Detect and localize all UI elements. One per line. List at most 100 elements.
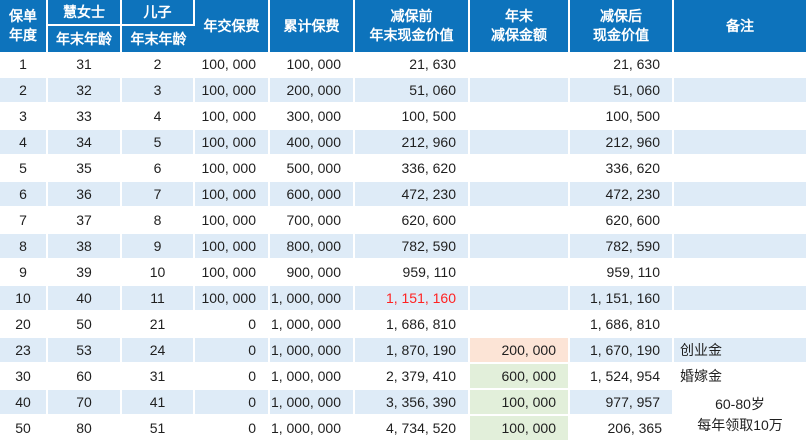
cell-cumulative-premium: 1, 000, 000	[270, 338, 355, 364]
cell-cv-after: 212, 960	[570, 130, 674, 156]
table-row: 30 60 31 0 1, 000, 000 2, 379, 410 600, 000 1, …	[0, 364, 806, 390]
header-person1-age: 年末年龄	[48, 26, 122, 52]
cell-policy-year: 5	[0, 156, 48, 182]
cell-policy-year: 30	[0, 364, 48, 390]
cell-annual-premium: 100, 000	[195, 182, 270, 208]
cell-note: 创业金	[674, 338, 806, 364]
table-header: 保单 年度 慧女士 儿子 年交保费 累计保费 减保前 年末现金价值 年末 减保金…	[0, 0, 806, 52]
cell-cv-before: 1, 151, 160	[355, 286, 470, 312]
header-annual-premium: 年交保费	[195, 0, 270, 52]
header-person2-age: 年末年龄	[122, 26, 195, 52]
cell-son-age: 6	[122, 156, 195, 182]
cell-cv-before: 21, 630	[355, 52, 470, 78]
cell-hui-age: 38	[48, 234, 122, 260]
cell-note	[674, 104, 806, 130]
cell-reduction-amount	[470, 182, 570, 208]
cell-cv-before: 959, 110	[355, 260, 470, 286]
cell-policy-year: 7	[0, 208, 48, 234]
cell-cumulative-premium: 1, 000, 000	[270, 364, 355, 390]
cell-cumulative-premium: 1, 000, 000	[270, 390, 355, 416]
cell-note	[674, 208, 806, 234]
table-row: 23 53 24 0 1, 000, 000 1, 870, 190 200, 000 1, …	[0, 338, 806, 364]
cell-cumulative-premium: 700, 000	[270, 208, 355, 234]
cell-cv-before: 212, 960	[355, 130, 470, 156]
cell-annual-premium: 0	[195, 416, 270, 442]
cell-annual-premium: 100, 000	[195, 286, 270, 312]
table-row: 40 70 41 0 1, 000, 000 3, 356, 390 100, 000 977…	[0, 390, 806, 442]
cell-son-age: 5	[122, 130, 195, 156]
cell-reduction-amount	[470, 130, 570, 156]
cell-policy-year: 8	[0, 234, 48, 260]
table-row: 8 38 9 100, 000 800, 000 782, 590 782, 590	[0, 234, 806, 260]
cell-son-age: 7	[122, 182, 195, 208]
cell-cumulative-premium: 200, 000	[270, 78, 355, 104]
cell-note	[674, 130, 806, 156]
cell-hui-age: 50	[48, 312, 122, 338]
header-cv-before: 减保前 年末现金价值	[355, 0, 470, 52]
cell-note	[674, 182, 806, 208]
cell-policy-year: 6	[0, 182, 48, 208]
cell-note: 婚嫁金	[674, 364, 806, 390]
cell-reduction-amount	[470, 234, 570, 260]
table-row: 4 34 5 100, 000 400, 000 212, 960 212, 960	[0, 130, 806, 156]
cell-policy-year: 40	[0, 390, 48, 416]
cell-note	[674, 234, 806, 260]
cell-hui-age: 60	[48, 364, 122, 390]
cell-cv-before: 620, 600	[355, 208, 470, 234]
cell-cv-before: 1, 870, 190	[355, 338, 470, 364]
cell-cumulative-premium: 1, 000, 000	[270, 286, 355, 312]
table-row: 20 50 21 0 1, 000, 000 1, 686, 810 1, 686, 810	[0, 312, 806, 338]
cell-cv-after: 1, 151, 160	[570, 286, 674, 312]
cell-cv-after: 959, 110	[570, 260, 674, 286]
cell-son-age: 10	[122, 260, 195, 286]
table-row: 9 39 10 100, 000 900, 000 959, 110 959, 110	[0, 260, 806, 286]
cell-hui-age: 39	[48, 260, 122, 286]
cell-note	[674, 52, 806, 78]
cell-cv-after: 782, 590	[570, 234, 674, 260]
cell-annual-premium: 100, 000	[195, 208, 270, 234]
cell-note	[674, 312, 806, 338]
cell-note	[674, 156, 806, 182]
table-row: 2 32 3 100, 000 200, 000 51, 060 51, 060	[0, 78, 806, 104]
cell-annual-premium: 0	[195, 312, 270, 338]
cell-son-age: 8	[122, 208, 195, 234]
cell-son-age: 2	[122, 52, 195, 78]
cell-note	[674, 78, 806, 104]
cell-reduction-amount	[470, 104, 570, 130]
table-row: 1 31 2 100, 000 100, 000 21, 630 21, 630	[0, 52, 806, 78]
cell-annual-premium: 100, 000	[195, 78, 270, 104]
cell-cv-before: 336, 620	[355, 156, 470, 182]
cell-reduction-amount	[470, 156, 570, 182]
cell-note	[674, 260, 806, 286]
cell-hui-age: 70	[48, 390, 122, 416]
cell-reduction-amount: 600, 000	[470, 364, 570, 390]
cell-policy-year: 1	[0, 52, 48, 78]
cell-note	[674, 286, 806, 312]
cell-cv-before: 51, 060	[355, 78, 470, 104]
cell-annual-premium: 100, 000	[195, 52, 270, 78]
cell-annual-premium: 0	[195, 338, 270, 364]
cell-son-age: 9	[122, 234, 195, 260]
cell-annual-premium: 0	[195, 364, 270, 390]
cell-cv-before: 4, 734, 520	[355, 416, 470, 442]
cell-hui-age: 31	[48, 52, 122, 78]
cell-cv-before: 1, 686, 810	[355, 312, 470, 338]
cell-cv-before: 3, 356, 390	[355, 390, 470, 416]
cell-cv-after: 336, 620	[570, 156, 674, 182]
cell-policy-year: 23	[0, 338, 48, 364]
header-cumulative-premium: 累计保费	[270, 0, 355, 52]
cell-son-age: 51	[122, 416, 195, 442]
cell-son-age: 3	[122, 78, 195, 104]
header-reduction: 年末 减保金额	[470, 0, 570, 52]
header-note: 备注	[674, 0, 806, 52]
cell-hui-age: 53	[48, 338, 122, 364]
cell-cumulative-premium: 400, 000	[270, 130, 355, 156]
cell-son-age: 11	[122, 286, 195, 312]
cell-son-age: 41	[122, 390, 195, 416]
table-row: 10 40 11 100, 000 1, 000, 000 1, 151, 160 1, 1…	[0, 286, 806, 312]
cell-son-age: 21	[122, 312, 195, 338]
cell-reduction-amount	[470, 312, 570, 338]
header-person2: 儿子	[122, 0, 195, 26]
cell-cv-before: 782, 590	[355, 234, 470, 260]
cell-hui-age: 35	[48, 156, 122, 182]
